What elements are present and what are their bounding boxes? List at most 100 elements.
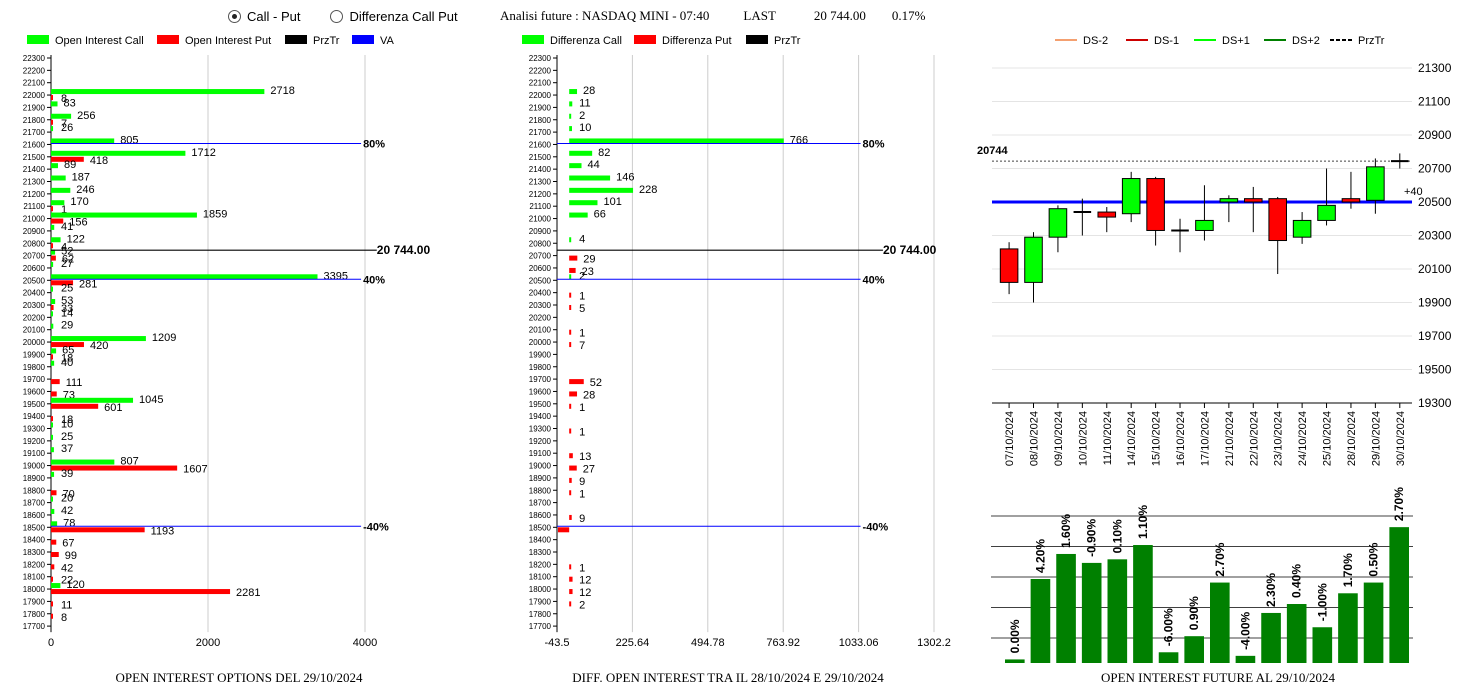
put-bar [51, 391, 57, 397]
oi-future-bar [1389, 527, 1409, 663]
y-tick-label: 18700 [23, 499, 46, 508]
legend-diff-call-swatch [522, 35, 544, 44]
call-value-label: 2 [579, 110, 585, 122]
put-bar [51, 527, 145, 533]
y-tick-label: 20600 [529, 264, 552, 273]
candle-date-label: 15/10/2024 [1151, 411, 1163, 466]
legend-oi-put-swatch [157, 35, 179, 44]
put-value-label: 1 [579, 427, 585, 439]
header-bar: Analisi future : NASDAQ MINI - 07:40 LAS… [500, 8, 926, 24]
y-tick-label: 21500 [529, 153, 552, 162]
put-value-label: 9 [579, 513, 585, 525]
call-value-label: 10 [579, 122, 591, 134]
call-value-label: 41 [61, 221, 73, 233]
y-tick-label: 20400 [23, 289, 46, 298]
put-value-label: 62 [62, 254, 74, 266]
call-bar [569, 126, 572, 132]
y-tick-label: 21000 [23, 215, 46, 224]
candle-bull [1195, 219, 1214, 231]
y-tick-label: 20000 [529, 338, 552, 347]
candle-date-label: 17/10/2024 [1199, 411, 1211, 466]
call-value-label: 27 [61, 258, 73, 270]
call-value-label: 122 [67, 233, 85, 245]
legend-oi-call-swatch [27, 35, 49, 44]
oi-future-bar [1235, 655, 1256, 663]
y-tick-label: 21100 [529, 202, 551, 211]
put-bar [51, 243, 53, 249]
y-tick-label: 22300 [23, 54, 46, 63]
candle-y-tick: 20500 [1418, 195, 1452, 209]
call-bar [51, 261, 54, 267]
y-tick-label: 22300 [529, 54, 552, 63]
call-value-label: 228 [639, 184, 657, 196]
y-tick-label: 19600 [529, 387, 552, 396]
oi-future-label: -0.90% [1085, 519, 1099, 557]
candle-bull [1048, 208, 1068, 238]
call-bar [51, 237, 61, 243]
oi-future-label: -4.00% [1238, 611, 1252, 649]
radio-differenza-call-put[interactable]: Differenza Call Put [330, 9, 458, 24]
call-bar [51, 434, 53, 440]
call-value-label: 53 [61, 295, 73, 307]
oi-future-bar [1158, 652, 1179, 663]
oi-future-label: 0.10% [1110, 519, 1124, 553]
call-value-label: 10 [61, 419, 73, 431]
candle-y-tick: 20100 [1418, 262, 1452, 276]
y-tick-label: 21600 [529, 140, 552, 149]
y-tick-label: 19100 [529, 449, 552, 458]
y-tick-label: 18200 [23, 560, 46, 569]
call-bar [51, 249, 56, 255]
call-bar [51, 200, 65, 206]
radio-call-put[interactable]: Call - Put [228, 9, 300, 24]
radio-dot-icon [228, 10, 241, 23]
oi-future-bar [1312, 627, 1333, 663]
y-tick-label: 18600 [23, 511, 46, 520]
y-tick-label: 19900 [23, 350, 46, 359]
call-value-label: 83 [64, 97, 76, 109]
candle-date-label: 09/10/2024 [1053, 411, 1065, 466]
put-value-label: 1193 [151, 525, 175, 537]
put-bar [569, 403, 572, 409]
call-value-label: 3395 [324, 270, 348, 282]
y-tick-label: 17700 [23, 622, 46, 631]
call-bar [51, 360, 55, 366]
call-bar [51, 348, 57, 354]
oi-future-label: 1.60% [1059, 514, 1073, 548]
put-bar [51, 416, 53, 422]
put-bar [51, 490, 57, 496]
put-value-label: 4 [61, 241, 67, 253]
y-tick-label: 22000 [529, 91, 552, 100]
x-tick-label: 4000 [353, 637, 377, 649]
put-bar [569, 305, 572, 310]
candle-y-tick: 19700 [1418, 329, 1452, 343]
call-bar [569, 237, 572, 243]
candle-date-label: 16/10/2024 [1175, 411, 1187, 466]
put-bar [51, 119, 53, 125]
y-tick-label: 20500 [529, 276, 552, 285]
y-tick-label: 20500 [23, 276, 46, 285]
y-tick-label: 21100 [23, 202, 45, 211]
put-value-label: 12 [579, 587, 591, 599]
oi-future-label: 0.00% [1008, 619, 1022, 653]
call-value-label: 40 [61, 357, 73, 369]
call-bar [569, 187, 634, 193]
y-tick-label: 19100 [23, 449, 46, 458]
put-value-label: 29 [583, 254, 595, 266]
x-tick-label: 0 [48, 637, 54, 649]
y-tick-label: 18500 [529, 523, 552, 532]
y-tick-label: 18800 [529, 486, 552, 495]
y-tick-label: 18600 [529, 511, 552, 520]
put-value-label: 42 [61, 562, 73, 574]
call-value-label: 246 [76, 184, 94, 196]
y-tick-label: 22100 [529, 79, 552, 88]
put-value-label: 52 [590, 377, 602, 389]
candle-bear [1243, 198, 1263, 203]
put-bar [51, 354, 53, 360]
legend-va-swatch [352, 35, 374, 44]
candle-date-label: 08/10/2024 [1029, 411, 1041, 466]
va-percent-label: 80% [363, 138, 385, 150]
x-tick-label: 1302.2 [917, 637, 951, 649]
last-value: 20 744.00 [813, 8, 866, 23]
candle-bull [1317, 204, 1336, 221]
call-value-label: 39 [61, 468, 73, 480]
